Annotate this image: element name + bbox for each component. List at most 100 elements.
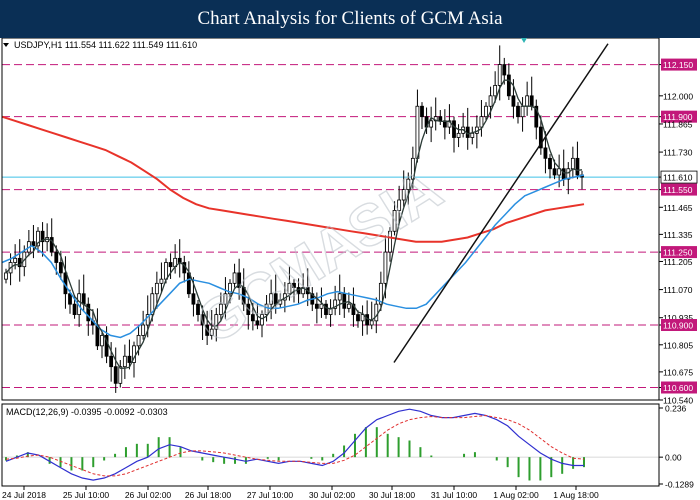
candle-body	[570, 157, 575, 170]
candle-body	[68, 293, 72, 305]
candle-body	[168, 262, 173, 268]
candle-body	[141, 324, 146, 336]
candle-body	[269, 293, 274, 305]
candle-body	[200, 314, 205, 326]
candle-body	[264, 303, 269, 315]
candle-body	[497, 64, 502, 86]
candle-body	[525, 95, 530, 107]
candle-body	[232, 272, 237, 284]
x-tick-label: 31 Jul 10:00	[431, 490, 478, 500]
candle-body	[456, 132, 461, 138]
candle-body	[196, 303, 200, 315]
x-tick-label: 26 Jul 18:00	[185, 490, 232, 500]
candle-body	[415, 105, 420, 159]
candle-body	[575, 157, 580, 176]
candle-body	[378, 282, 383, 305]
candle-body	[365, 314, 370, 326]
macd-y-tick-label: -0.1289	[665, 480, 694, 490]
ma-dark-line	[5, 79, 583, 369]
candle-body	[438, 116, 443, 122]
trend-line	[393, 43, 609, 363]
candle-body	[484, 105, 488, 118]
candle-body	[506, 74, 511, 97]
candle-body	[319, 303, 324, 309]
candle-body	[557, 168, 562, 176]
x-tick-label: 26 Jul 02:00	[125, 490, 172, 500]
y-tick-label: 111.250	[663, 248, 693, 258]
x-tick-label: 30 Jul 18:00	[369, 490, 416, 500]
candle-body	[538, 126, 543, 149]
candle-body	[314, 303, 319, 309]
candle-body	[159, 278, 164, 284]
shift-marker-icon	[521, 38, 527, 43]
y-tick-label: 110.600	[663, 383, 693, 393]
candle-body	[452, 120, 456, 138]
candle-body	[250, 314, 255, 322]
y-tick-label: 111.865	[663, 119, 693, 129]
candle-body	[4, 272, 8, 280]
macd-plot-frame	[1, 403, 660, 487]
candle-body	[356, 314, 360, 322]
candle-body	[470, 132, 475, 138]
candle-body	[72, 303, 77, 315]
candle-body	[392, 210, 397, 232]
y-tick-label: 110.675	[663, 367, 693, 377]
candle-body	[351, 303, 356, 315]
candle-body	[388, 230, 392, 253]
candle-body	[218, 303, 223, 315]
candle-body	[31, 241, 36, 247]
candle-body	[49, 237, 54, 253]
price-label-box	[661, 58, 697, 71]
candle-body	[136, 335, 141, 347]
y-tick-label: 111.070	[663, 285, 693, 295]
candle-body	[100, 335, 104, 347]
price-label-box	[661, 381, 697, 394]
macd-y-tick-label: 0.236	[665, 404, 687, 414]
y-tick-label: 111.900	[663, 112, 693, 122]
candle-body	[81, 293, 86, 305]
macd-info: MACD(12,26,9) -0.0395 -0.0092 -0.0303	[6, 407, 168, 417]
candle-body	[127, 355, 132, 363]
y-tick-label: 111.550	[663, 185, 693, 195]
candle-body	[516, 105, 520, 118]
candle-body	[552, 168, 557, 176]
candle-body	[292, 282, 296, 288]
candle-body	[113, 366, 118, 384]
candle-body	[13, 257, 18, 263]
candle-body	[109, 355, 114, 368]
candle-body	[337, 293, 342, 301]
x-tick-label: 1 Aug 02:00	[493, 490, 539, 500]
x-tick-label: 24 Jul 2018	[2, 490, 46, 500]
candle-body	[502, 64, 507, 76]
candle-body	[429, 120, 434, 128]
candle-body	[164, 262, 168, 280]
candle-body	[529, 95, 534, 107]
candle-body	[223, 293, 228, 305]
chart-menu-arrow-icon[interactable]	[3, 43, 9, 47]
candle-body	[342, 293, 347, 309]
candle-body	[287, 282, 292, 295]
y-tick-label: 110.540	[663, 396, 693, 406]
candle-body	[548, 157, 552, 170]
candle-body	[95, 324, 100, 347]
page-title: Chart Analysis for Clients of GCM Asia	[0, 0, 700, 38]
y-tick-label: 110.805	[663, 340, 693, 350]
x-tick-label: 25 Jul 10:00	[63, 490, 110, 500]
x-tick-label: 27 Jul 10:00	[247, 490, 294, 500]
candle-body	[246, 303, 251, 315]
candle-body	[383, 251, 388, 284]
y-tick-label: 111.465	[663, 203, 693, 213]
candle-body	[214, 314, 219, 330]
candle-body	[58, 262, 63, 274]
y-tick-label: 112.150	[663, 60, 693, 70]
ma-red-line	[1, 115, 585, 243]
candle-body	[150, 293, 155, 315]
candle-body	[397, 199, 402, 211]
candle-body	[566, 168, 571, 180]
x-tick-label: 1 Aug 18:00	[553, 490, 599, 500]
price-label-box	[661, 110, 697, 123]
price-label-box	[661, 319, 697, 331]
candle-body	[406, 178, 411, 190]
candle-body	[209, 328, 214, 336]
